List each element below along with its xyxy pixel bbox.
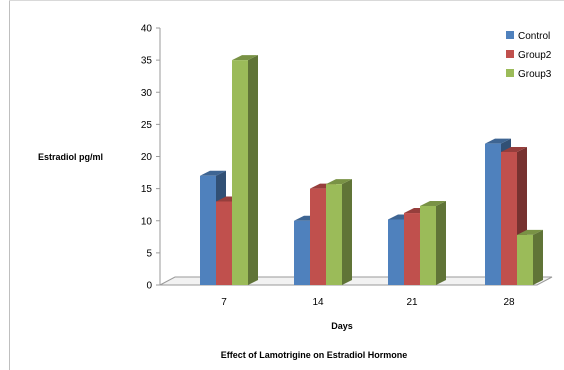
y-tick-label: 5	[146, 248, 152, 259]
legend-label: Group2	[518, 50, 552, 61]
bar-front-face	[216, 201, 232, 285]
bar-front-face	[517, 234, 533, 285]
x-tick-label: 7	[221, 297, 227, 308]
bar-front-face	[326, 184, 342, 285]
bar-top-face	[326, 179, 352, 185]
bar-front-face	[485, 143, 501, 285]
x-tick-label: 21	[406, 297, 418, 308]
bar-side-face	[533, 229, 543, 285]
bar-front-face	[200, 175, 216, 285]
bar-top-face	[501, 147, 527, 153]
x-axis-title: Days	[331, 321, 353, 331]
bar	[517, 229, 543, 285]
y-tick-label: 20	[141, 152, 153, 163]
bar-top-face	[200, 170, 226, 176]
bar-front-face	[388, 219, 404, 285]
bar-side-face	[248, 55, 258, 285]
legend-swatch	[506, 69, 514, 77]
y-axis-title: Estradiol pg/ml	[38, 152, 103, 162]
bar	[420, 200, 446, 285]
y-tick-label: 30	[141, 88, 153, 99]
legend-item: Control	[506, 31, 550, 42]
bar-side-face	[342, 179, 352, 285]
x-tick-label: 28	[503, 297, 515, 308]
bar	[232, 55, 258, 285]
legend-swatch	[506, 50, 514, 58]
bar-top-face	[232, 55, 258, 61]
y-tick-label: 25	[141, 120, 153, 131]
x-axis-ticks: 7 14 21 28	[221, 297, 515, 308]
legend-item: Group2	[506, 50, 552, 61]
bars-layer	[200, 55, 543, 285]
bar-front-face	[404, 213, 420, 285]
y-tick-label: 0	[146, 281, 152, 292]
bar-side-face	[436, 200, 446, 285]
y-tick-label: 10	[141, 216, 153, 227]
bar-front-face	[294, 220, 310, 285]
bar-top-face	[485, 138, 511, 144]
frame-left-border	[9, 0, 10, 370]
y-axis: 0 5 10 15 20 25 30 35 40	[141, 24, 161, 292]
legend-label: Group3	[518, 69, 552, 80]
legend-swatch	[506, 31, 514, 39]
bar-top-face	[420, 200, 446, 206]
legend: Control Group2 Group3	[506, 31, 552, 80]
legend-item: Group3	[506, 69, 552, 80]
frame-top-border	[9, 0, 564, 1]
y-tick-label: 40	[141, 24, 153, 35]
bar-front-face	[420, 205, 436, 285]
bar	[326, 179, 352, 285]
bar-front-face	[501, 152, 517, 285]
y-tick-label: 15	[141, 184, 153, 195]
chart-title: Effect of Lamotrigine on Estradiol Hormo…	[221, 350, 408, 360]
legend-label: Control	[518, 31, 550, 42]
bar-front-face	[310, 188, 326, 285]
bar-front-face	[232, 60, 248, 285]
x-tick-label: 14	[312, 297, 324, 308]
bar-top-face	[517, 229, 543, 235]
y-tick-label: 35	[141, 56, 153, 67]
